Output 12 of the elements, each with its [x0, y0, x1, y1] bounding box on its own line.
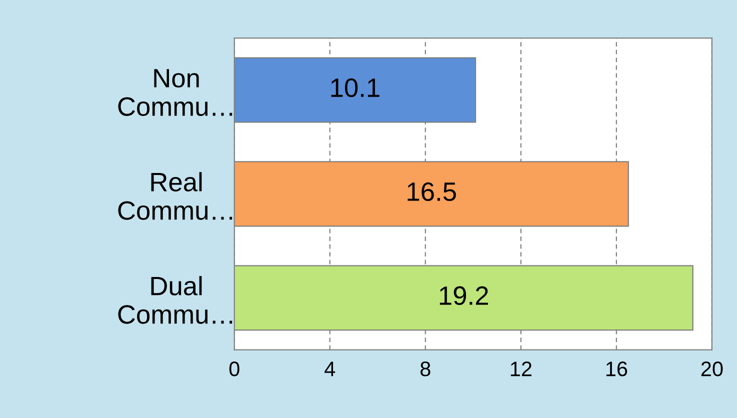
x-tick-label: 16 [606, 362, 628, 376]
data-label: 10.1 [331, 78, 380, 98]
y-tick-label: Real Commu… [118, 172, 232, 220]
x-tick-label: 12 [510, 362, 532, 376]
x-tick-label: 8 [420, 362, 430, 376]
x-tick-label: 4 [324, 362, 336, 376]
data-label: 16.5 [408, 182, 456, 202]
y-tick-label: Non Commu… [118, 69, 232, 116]
x-tick-label: 20 [701, 362, 723, 376]
data-label: 19.2 [440, 286, 488, 305]
x-tick-label: 0 [229, 362, 240, 376]
y-tick-label: Dual Commu… [118, 276, 232, 324]
